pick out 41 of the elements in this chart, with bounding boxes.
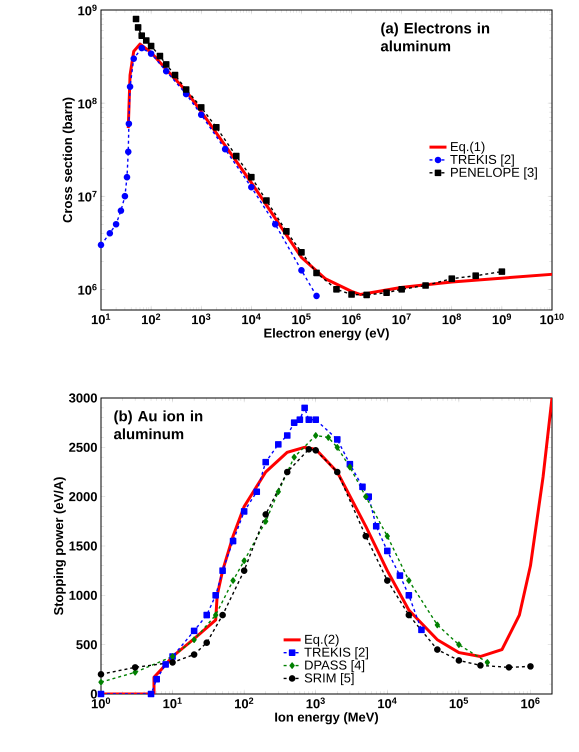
x-tick-label: 10$^{2}$ (234, 698, 254, 708)
y-tick-label: 0 (90, 689, 97, 699)
y-tick-label: 10$^{9}$ (78, 4, 97, 16)
x-axis-title: Ion energy (MeV) (275, 712, 378, 724)
x-tick-label: 10$^{4}$ (378, 698, 397, 708)
legend-label: Eq.(2) (305, 634, 339, 646)
x-tick-label: 10$^{1}$ (163, 698, 182, 708)
y-axis-title: Stopping power (eV/A) (54, 477, 66, 616)
y-tick-label: 1000 (69, 590, 97, 600)
x-tick-label: 10$^{6}$ (342, 314, 361, 324)
x-tick-label: 10$^{10}$ (540, 314, 564, 324)
y-tick-label: 10$^{7}$ (78, 190, 97, 202)
text: (a) Electrons in aluminum (380, 22, 490, 52)
text: (b) Au ion in aluminum (114, 410, 202, 440)
x-tick-label: 10$^{3}$ (306, 698, 325, 708)
legend-label: PENELOPE [3] (451, 167, 537, 180)
y-tick-label: 2500 (69, 442, 97, 452)
y-tick-label: 10$^{8}$ (78, 98, 97, 108)
y-tick-label: 500 (76, 640, 97, 650)
legend-label: Eq.(1) (451, 142, 484, 154)
x-tick-label: 10$^{7}$ (392, 314, 411, 324)
legend-label: TREKIS [2] (304, 647, 368, 660)
x-tick-label: 10$^{3}$ (192, 314, 210, 324)
x-tick-label: 10$^{8}$ (442, 314, 461, 324)
x-tick-label: 10$^{6}$ (521, 698, 540, 708)
x-tick-label: 10$^{2}$ (142, 314, 160, 324)
y-axis-title: Cross section (barn) (62, 98, 75, 222)
x-tick-label: 10$^{5}$ (450, 698, 468, 708)
y-tick-label: 10$^{6}$ (78, 284, 97, 295)
x-tick-label: 10$^{9}$ (492, 314, 512, 324)
y-tick-label: 2000 (69, 492, 97, 502)
legend-label: TREKIS [2] (450, 154, 514, 167)
x-tick-label: 10$^{5}$ (292, 314, 311, 324)
x-tick-label: 10$^{0}$ (92, 698, 110, 708)
x-tick-label: 10$^{4}$ (242, 314, 261, 324)
x-axis-title: Electron energy (eV) (264, 328, 389, 340)
legend-label: DPASS [4] (305, 660, 364, 672)
x-tick-label: 10$^{1}$ (92, 314, 110, 324)
y-tick-label: 3000 (68, 393, 97, 403)
legend-label: SRIM [5] (304, 673, 354, 686)
y-tick-label: 1500 (69, 541, 97, 551)
